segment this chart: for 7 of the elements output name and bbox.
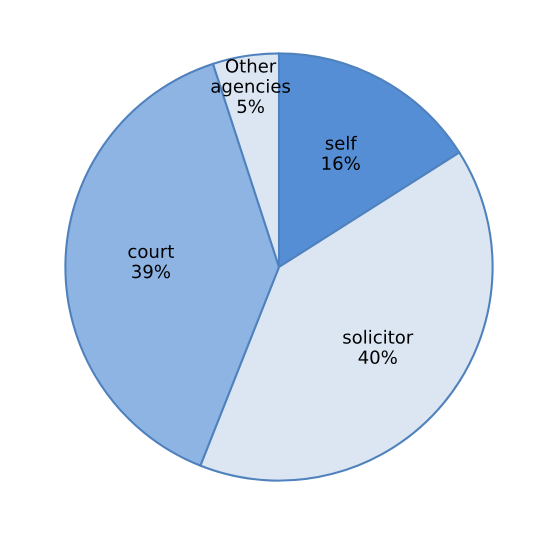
slice-label: solicitor bbox=[343, 330, 414, 344]
data-label: 40% bbox=[358, 350, 397, 364]
data-label: 16% bbox=[322, 156, 360, 170]
slice-label: court bbox=[128, 245, 174, 258]
slice-label: self bbox=[326, 136, 358, 150]
data-label: 5% bbox=[238, 99, 264, 114]
data-label: 39% bbox=[132, 264, 170, 278]
